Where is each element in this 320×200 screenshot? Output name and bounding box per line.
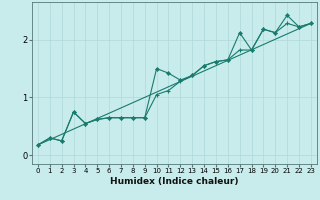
X-axis label: Humidex (Indice chaleur): Humidex (Indice chaleur) xyxy=(110,177,239,186)
